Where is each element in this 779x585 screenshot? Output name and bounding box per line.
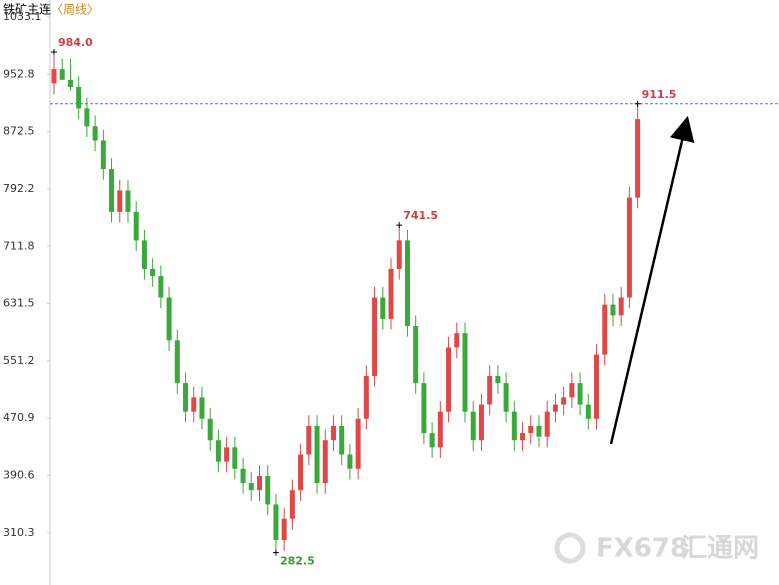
candle-body — [528, 425, 534, 434]
candle-body — [388, 268, 394, 319]
candle-body — [544, 411, 550, 437]
candle-body — [396, 240, 402, 269]
candle-body — [76, 86, 82, 109]
y-tick-label: 551.2 — [3, 354, 35, 367]
candle-body — [109, 169, 115, 212]
data-label: 741.5 — [403, 209, 438, 222]
candle-body — [166, 297, 172, 341]
candle-body — [117, 190, 123, 212]
candle-body — [232, 447, 238, 469]
chart-subtitle: 〈周线〉 — [51, 3, 99, 17]
candle-body — [635, 119, 641, 198]
candle-body — [322, 440, 328, 484]
watermark-text: 汇通网 — [681, 534, 759, 564]
candle-body — [618, 297, 624, 316]
extreme-marker — [272, 549, 279, 556]
y-tick-label: 1033.1 — [3, 10, 42, 23]
y-tick-label: 631.5 — [3, 297, 35, 310]
candle-body — [602, 304, 608, 355]
data-label: 282.5 — [280, 555, 315, 568]
candle-body — [413, 326, 419, 384]
candle-body — [224, 447, 230, 462]
candle-body — [363, 375, 369, 419]
candle-body — [265, 475, 271, 505]
candle-body — [454, 333, 460, 348]
candle-body — [610, 304, 616, 316]
y-tick-label: 390.6 — [3, 468, 35, 481]
candle-body — [248, 483, 254, 491]
candle-body — [125, 190, 131, 212]
candle-body — [470, 411, 476, 441]
candle-body — [51, 69, 57, 84]
candle-body — [495, 375, 501, 384]
candle-body — [380, 297, 386, 319]
candle-body — [183, 383, 189, 412]
candle-body — [298, 454, 304, 491]
candle-body — [421, 383, 427, 434]
candle-body — [520, 433, 526, 441]
candle-body — [257, 475, 262, 491]
candle-body — [511, 411, 517, 441]
candle-body — [487, 375, 493, 405]
candle-body — [478, 404, 484, 441]
data-label: 911.5 — [642, 88, 677, 101]
candle-body — [281, 518, 287, 541]
candle-body — [306, 425, 312, 455]
candle-body — [404, 240, 410, 327]
candle-body — [84, 108, 90, 127]
candle-body — [355, 418, 361, 469]
candle-body — [561, 397, 567, 405]
candle-body — [59, 69, 65, 80]
candle-body — [199, 397, 205, 419]
candle-body — [215, 440, 221, 462]
candle-body — [594, 354, 600, 419]
watermark: FX678 汇通网 — [554, 532, 759, 564]
extreme-marker — [634, 100, 641, 107]
candle-body — [67, 79, 73, 87]
candle-body — [330, 425, 336, 441]
candle-body — [347, 454, 353, 469]
candle-body — [503, 383, 509, 412]
candle-body — [372, 297, 378, 376]
candle-body — [626, 197, 632, 298]
candle-body — [150, 268, 156, 277]
y-tick-label: 952.8 — [3, 67, 35, 80]
candle-body — [569, 383, 575, 398]
candle-body — [289, 490, 295, 519]
candle-body — [552, 404, 558, 412]
candle-body — [141, 240, 147, 269]
candle-body — [240, 468, 246, 484]
y-tick-label: 310.3 — [3, 526, 35, 539]
candle-body — [339, 425, 345, 455]
candle-body — [174, 340, 180, 384]
candle-body — [133, 211, 139, 241]
candle-body — [191, 397, 197, 412]
arrow — [609, 115, 695, 445]
candle-body — [100, 140, 106, 170]
logo — [554, 532, 586, 564]
candle-body — [585, 404, 591, 419]
candle-body — [446, 347, 452, 412]
extreme-marker — [51, 49, 57, 56]
y-tick-label: 470.9 — [3, 411, 35, 424]
candle-body — [462, 333, 468, 412]
watermark-text: FX678 — [596, 534, 688, 564]
y-tick-label: 872.5 — [3, 125, 35, 138]
chart-title: 铁矿主连 — [3, 2, 51, 17]
candle-body — [437, 411, 443, 448]
candle-body — [158, 276, 164, 298]
data-label: 984.0 — [58, 36, 93, 49]
y-tick-label: 711.8 — [3, 239, 35, 252]
candle-body — [536, 425, 542, 437]
y-tick-label: 792.2 — [3, 182, 35, 195]
candle-body — [429, 433, 435, 448]
extreme-marker — [396, 222, 403, 229]
candle-body — [207, 418, 213, 441]
candle-body — [273, 504, 279, 541]
candle-body — [314, 425, 320, 484]
candle-body — [92, 126, 98, 141]
candle-body — [577, 383, 583, 405]
